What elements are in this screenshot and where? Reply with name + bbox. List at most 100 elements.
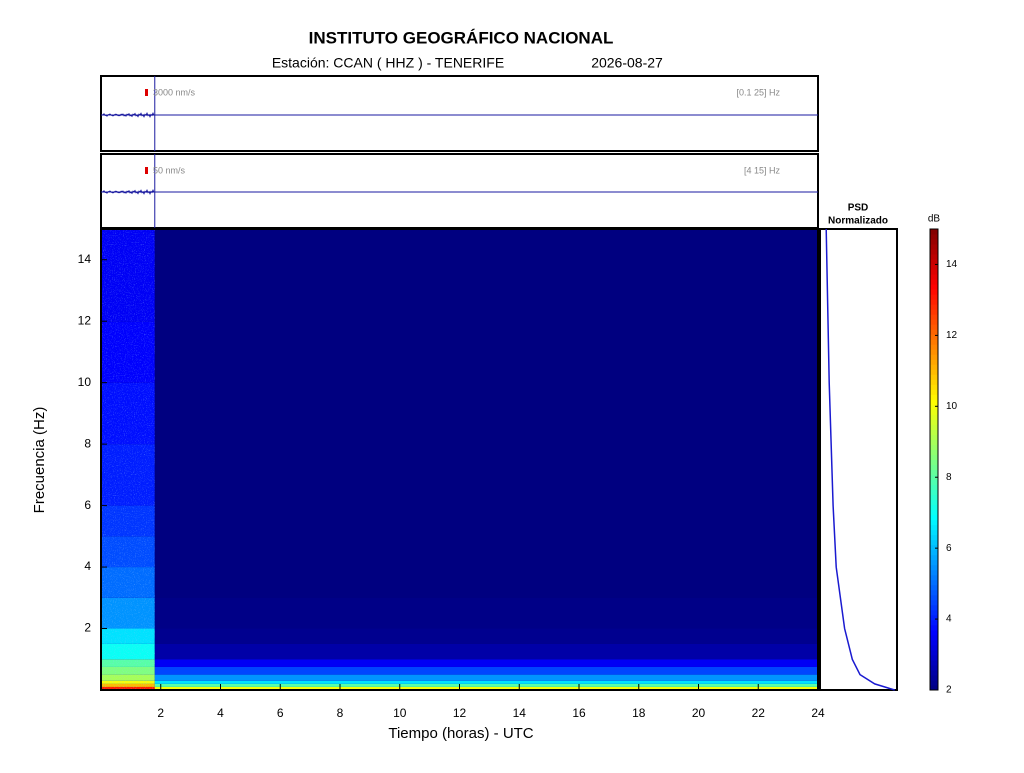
colorbar-step xyxy=(930,409,938,415)
colorbar-step xyxy=(930,649,938,656)
colorbar-step xyxy=(930,529,938,536)
x-tick-label: 10 xyxy=(393,706,407,720)
colorbar-step xyxy=(930,519,938,526)
colorbar-step xyxy=(930,579,938,586)
colorbar-step xyxy=(930,574,938,581)
colorbar-step xyxy=(930,399,938,405)
colorbar-step xyxy=(930,549,938,556)
colorbar-frame xyxy=(929,228,939,691)
colorbar-step xyxy=(930,329,938,335)
spectrogram-cell xyxy=(154,597,818,629)
trace-panel xyxy=(100,153,819,229)
colorbar-step xyxy=(930,374,938,380)
colorbar-step xyxy=(930,324,938,330)
colorbar-tick-label: 2 xyxy=(946,685,952,696)
speckle xyxy=(101,229,155,690)
y-tick-label: 14 xyxy=(78,252,92,266)
trace-band: [0.1 25] Hz xyxy=(736,87,780,97)
colorbar-tick-label: 8 xyxy=(946,472,952,483)
trace-waveform xyxy=(102,188,155,196)
spectrogram-cell xyxy=(154,229,818,322)
psd-line xyxy=(825,228,895,691)
colorbar-step xyxy=(930,269,938,275)
x-tick-label: 8 xyxy=(337,706,344,720)
colorbar-step xyxy=(930,514,938,521)
y-axis-label: Frecuencia (Hz) xyxy=(31,407,48,514)
colorbar-step xyxy=(930,624,938,631)
colorbar-step xyxy=(930,319,938,325)
colorbar-step xyxy=(930,364,938,370)
colorbar-step xyxy=(930,509,938,516)
y-tick-label: 8 xyxy=(84,436,91,450)
spectrogram-cell xyxy=(154,382,818,445)
colorbar-step xyxy=(930,564,938,571)
spectrogram-cell xyxy=(154,683,818,687)
colorbar-step xyxy=(930,654,938,661)
x-tick-label: 20 xyxy=(692,706,706,720)
colorbar-step xyxy=(930,674,938,681)
colorbar-step xyxy=(930,264,938,270)
x-tick-label: 6 xyxy=(277,706,284,720)
x-tick-label: 14 xyxy=(513,706,527,720)
colorbar-step xyxy=(930,659,938,666)
colorbar-step xyxy=(930,489,938,496)
colorbar-step xyxy=(930,294,938,300)
station: Estación: CCAN ( HHZ ) - TENERIFE xyxy=(272,55,504,71)
colorbar-step xyxy=(930,679,938,686)
colorbar-step xyxy=(930,644,938,651)
colorbar-step xyxy=(930,594,938,601)
spectrogram-cell xyxy=(154,505,818,537)
colorbar-step xyxy=(930,619,938,626)
colorbar-step xyxy=(930,274,938,280)
spectrogram-cell xyxy=(154,686,818,690)
colorbar-step xyxy=(930,639,938,646)
y-tick-label: 4 xyxy=(84,559,91,573)
colorbar-step xyxy=(930,494,938,501)
spectrogram-cell xyxy=(154,680,818,684)
colorbar-step xyxy=(930,434,938,440)
colorbar-step xyxy=(930,349,938,355)
colorbar-step xyxy=(930,249,938,255)
colorbar-step xyxy=(930,454,938,460)
scale-bar xyxy=(145,89,148,96)
scale-bar xyxy=(145,167,148,174)
colorbar-step xyxy=(930,539,938,546)
spectrogram-cell xyxy=(154,628,818,644)
colorbar-step xyxy=(930,239,938,245)
spectrogram-cell xyxy=(154,643,818,660)
colorbar-step xyxy=(930,299,938,305)
colorbar-step xyxy=(930,459,938,466)
trace-band: [4 15] Hz xyxy=(744,165,781,175)
colorbar-tick-label: 10 xyxy=(946,401,958,412)
colorbar-step xyxy=(930,254,938,260)
colorbar-step xyxy=(930,339,938,345)
spectrogram-cell xyxy=(154,444,818,506)
colorbar-tick-label: 4 xyxy=(946,614,952,625)
colorbar-step xyxy=(930,609,938,616)
trace-scale: 3000 nm/s xyxy=(153,87,196,97)
colorbar-step xyxy=(930,234,938,240)
colorbar-step xyxy=(930,684,938,691)
colorbar-tick-label: 12 xyxy=(946,330,958,341)
colorbar-step xyxy=(930,314,938,320)
colorbar-step xyxy=(930,384,938,390)
y-tick-label: 2 xyxy=(84,621,91,635)
colorbar-step xyxy=(930,559,938,566)
colorbar-step xyxy=(930,334,938,340)
colorbar-step xyxy=(930,634,938,641)
colorbar-step xyxy=(930,444,938,450)
spectrogram-cell xyxy=(154,659,818,667)
colorbar-step xyxy=(930,524,938,531)
spectrogram-cell xyxy=(154,674,818,681)
x-tick-label: 4 xyxy=(217,706,224,720)
colorbar-step xyxy=(930,369,938,375)
colorbar-step xyxy=(930,284,938,290)
colorbar-step xyxy=(930,629,938,636)
colorbar-step xyxy=(930,404,938,410)
colorbar-step xyxy=(930,544,938,551)
colorbar-step xyxy=(930,304,938,310)
colorbar-step xyxy=(930,424,938,430)
psd-title: Normalizado xyxy=(828,216,888,227)
colorbar-step xyxy=(930,614,938,621)
colorbar-step xyxy=(930,569,938,576)
